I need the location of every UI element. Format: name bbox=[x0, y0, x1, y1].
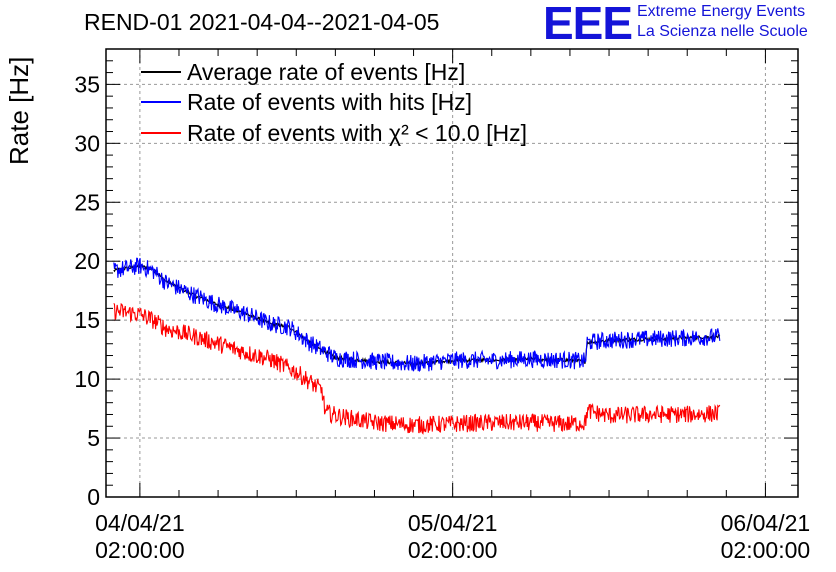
y-tick-label: 15 bbox=[74, 307, 100, 333]
legend-entry-2: Rate of events with χ² < 10.0 [Hz] bbox=[187, 120, 527, 146]
y-tick-label: 35 bbox=[74, 71, 100, 97]
y-tick-label: 10 bbox=[74, 366, 100, 392]
eee-logo: EEE bbox=[543, 0, 633, 49]
axes: 0510152025303504/04/2102:00:0005/04/2102… bbox=[74, 48, 811, 563]
series-line-0 bbox=[113, 262, 721, 367]
series-layer bbox=[113, 257, 721, 435]
x-tick-time: 02:00:00 bbox=[408, 537, 498, 563]
x-tick-date: 06/04/21 bbox=[721, 510, 811, 536]
legend-entry-1: Rate of events with hits [Hz] bbox=[187, 89, 472, 115]
series-line-1 bbox=[113, 257, 721, 373]
x-tick-date: 04/04/21 bbox=[95, 510, 185, 536]
logo-subtitle-2: La Scienza nelle Scuole bbox=[637, 23, 808, 40]
x-tick-date: 05/04/21 bbox=[408, 510, 498, 536]
chart-title: REND-01 2021-04-04--2021-04-05 bbox=[84, 9, 440, 35]
x-tick-time: 02:00:00 bbox=[95, 537, 185, 563]
series-line-2 bbox=[113, 302, 721, 435]
plot-frame bbox=[105, 48, 799, 498]
legend-entry-0: Average rate of events [Hz] bbox=[187, 59, 465, 85]
grid-lines bbox=[106, 49, 798, 497]
y-tick-label: 20 bbox=[74, 248, 100, 274]
legend: Average rate of events [Hz] Rate of event… bbox=[141, 59, 527, 146]
y-tick-label: 25 bbox=[74, 189, 100, 215]
y-tick-label: 5 bbox=[87, 425, 100, 451]
x-tick-time: 02:00:00 bbox=[721, 537, 811, 563]
y-tick-label: 0 bbox=[87, 484, 100, 510]
y-tick-label: 30 bbox=[74, 130, 100, 156]
logo-subtitle-1: Extreme Energy Events bbox=[637, 3, 806, 20]
